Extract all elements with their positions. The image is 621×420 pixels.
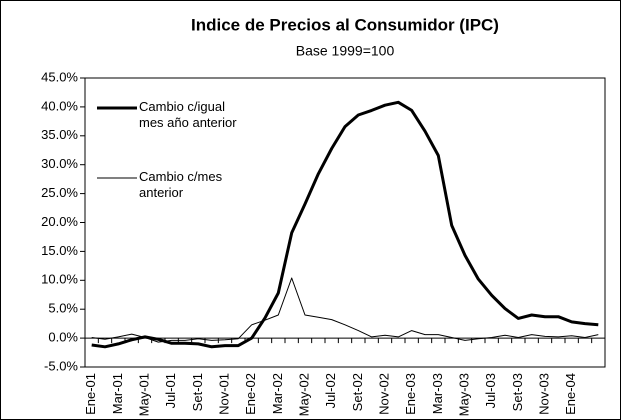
x-tick-label: Ene-01 [83, 373, 98, 415]
x-tick-label: Jul-03 [483, 373, 498, 408]
chart-title: Indice de Precios al Consumidor (IPC) [191, 15, 499, 34]
x-tick-label: May-01 [136, 373, 151, 416]
legend-item: Cambio c/mes anterior [139, 169, 223, 200]
x-tick-label: Mar-03 [430, 373, 445, 414]
y-tick-label: 20.0% [41, 214, 78, 229]
x-tick-label: Ene-04 [563, 373, 578, 415]
chart-subtitle: Base 1999=100 [296, 43, 395, 59]
y-tick-label: 30.0% [41, 156, 78, 171]
legend-item: Cambio c/igual mes año anterior [139, 99, 237, 130]
x-tick-label: Jul-02 [323, 373, 338, 408]
y-tick-label: 40.0% [41, 98, 78, 113]
x-tick-label: May-03 [456, 373, 471, 416]
x-tick-label: May-02 [296, 373, 311, 416]
x-tick-label: Ene-02 [243, 373, 258, 415]
y-tick-label: 35.0% [41, 127, 78, 142]
x-tick-label: Nov-01 [216, 373, 231, 415]
x-tick-label: Jul-01 [163, 373, 178, 408]
y-tick-label: -5.0% [44, 358, 78, 373]
legend-label: Cambio c/igual mes año anterior [139, 99, 237, 130]
x-tick-label: Set-03 [510, 373, 525, 411]
x-tick-label: Set-02 [350, 373, 365, 411]
series-line [91, 277, 599, 343]
x-tick-label: Mar-02 [270, 373, 285, 414]
x-tick-label: Nov-02 [376, 373, 391, 415]
y-tick-label: 10.0% [41, 272, 78, 287]
x-tick-label: Mar-01 [110, 373, 125, 414]
x-tick-label: Nov-03 [536, 373, 551, 415]
legend-label: Cambio c/mes anterior [139, 169, 223, 200]
y-tick-label: 0.0% [48, 330, 78, 345]
y-tick-label: 45.0% [41, 69, 78, 84]
y-tick-label: 15.0% [41, 243, 78, 258]
series-line [91, 100, 599, 349]
x-tick-label: Set-01 [190, 373, 205, 411]
y-tick-label: 5.0% [48, 301, 78, 316]
x-tick-label: Ene-03 [403, 373, 418, 415]
y-tick-label: 25.0% [41, 185, 78, 200]
